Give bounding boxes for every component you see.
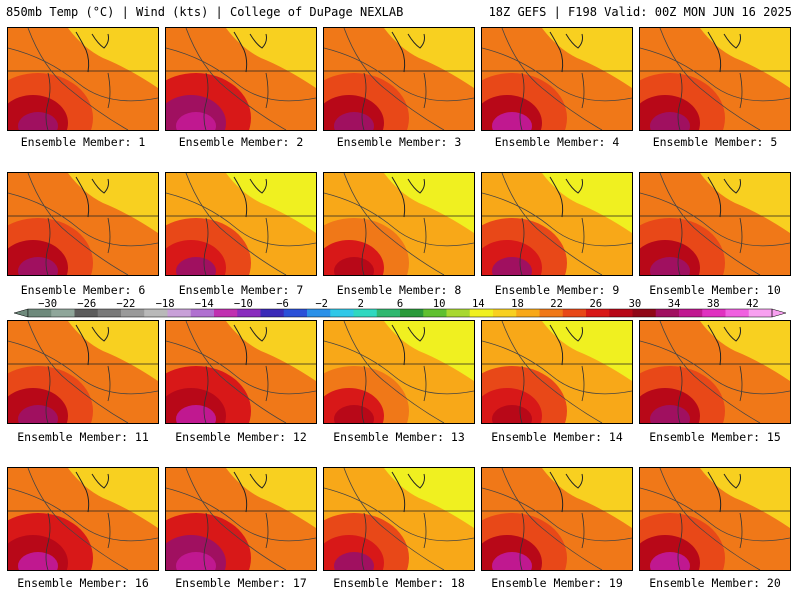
colorbar-swatch — [702, 309, 726, 317]
colorbar-tick-label: 38 — [706, 298, 720, 310]
colorbar-swatch — [353, 309, 378, 317]
colorbar-swatch — [446, 309, 471, 317]
colorbar-tick-label: −10 — [233, 298, 253, 310]
member-map — [323, 172, 475, 276]
member-label: Ensemble Member: 10 — [649, 283, 781, 297]
member-label: Ensemble Member: 1 — [20, 135, 146, 149]
colorbar-tick-label: −22 — [116, 298, 136, 310]
map-title: 850mb Temp (°C) | Wind (kts) | College o… — [6, 5, 404, 19]
member-map — [7, 467, 159, 571]
valid-time: 18Z GEFS | F198 Valid: 00Z MON JUN 16 20… — [488, 5, 792, 19]
member-map — [165, 27, 317, 131]
colorbar-swatch — [516, 309, 540, 317]
colorbar-tick-label: −18 — [155, 298, 175, 310]
member-label: Ensemble Member: 18 — [333, 576, 465, 590]
colorbar-tick-label: 6 — [396, 298, 404, 310]
member-label: Ensemble Member: 15 — [649, 430, 781, 444]
colorbar-swatch — [609, 309, 633, 317]
colorbar-swatch — [214, 309, 238, 317]
colorbar-tick-label: 14 — [471, 298, 485, 310]
colorbar-swatch — [330, 309, 354, 317]
member-label: Ensemble Member: 4 — [494, 135, 620, 149]
member-label: Ensemble Member: 7 — [178, 283, 304, 297]
member-label: Ensemble Member: 17 — [175, 576, 307, 590]
colorbar-swatch — [539, 309, 564, 317]
member-map — [639, 27, 791, 131]
colorbar-swatch — [307, 309, 331, 317]
member-label: Ensemble Member: 13 — [333, 430, 465, 444]
colorbar-swatch — [121, 309, 145, 317]
colorbar-swatch — [400, 309, 424, 317]
colorbar-swatch — [562, 309, 587, 317]
colorbar-swatch — [632, 309, 657, 317]
member-map — [639, 467, 791, 571]
member-label: Ensemble Member: 14 — [491, 430, 623, 444]
member-map — [165, 172, 317, 276]
member-label: Ensemble Member: 20 — [649, 576, 781, 590]
member-label: Ensemble Member: 2 — [178, 135, 304, 149]
colorbar-swatch — [283, 309, 308, 317]
colorbar-tick-label: 30 — [628, 298, 642, 310]
colorbar-tick-label: −14 — [194, 298, 214, 310]
member-map — [165, 320, 317, 424]
member-map — [481, 27, 633, 131]
colorbar-swatch — [28, 309, 52, 317]
member-map — [7, 27, 159, 131]
colorbar-swatch — [237, 309, 261, 317]
colorbar-swatch — [376, 309, 401, 317]
member-map — [481, 320, 633, 424]
colorbar-swatch — [655, 309, 680, 317]
member-label: Ensemble Member: 5 — [652, 135, 778, 149]
member-map — [481, 172, 633, 276]
temperature-colorbar — [13, 308, 787, 318]
member-map — [481, 467, 633, 571]
colorbar-swatch — [190, 309, 215, 317]
member-map — [7, 172, 159, 276]
member-map — [639, 172, 791, 276]
colorbar-tick-label: −30 — [38, 298, 58, 310]
colorbar-swatch — [679, 309, 703, 317]
member-label: Ensemble Member: 9 — [494, 283, 620, 297]
member-label: Ensemble Member: 12 — [175, 430, 307, 444]
colorbar-swatch — [167, 309, 192, 317]
colorbar-swatch — [725, 309, 750, 317]
member-map — [7, 320, 159, 424]
member-label: Ensemble Member: 3 — [336, 135, 462, 149]
member-label: Ensemble Member: 8 — [336, 283, 462, 297]
colorbar-swatch — [51, 309, 75, 317]
member-label: Ensemble Member: 16 — [17, 576, 149, 590]
member-label: Ensemble Member: 6 — [20, 283, 146, 297]
colorbar-swatch — [493, 309, 517, 317]
colorbar-tick-label: 18 — [511, 298, 524, 310]
member-map — [165, 467, 317, 571]
colorbar-swatch — [144, 309, 168, 317]
colorbar-tick-label: 2 — [357, 298, 364, 310]
member-map — [323, 320, 475, 424]
member-label: Ensemble Member: 19 — [491, 576, 623, 590]
colorbar-swatch — [97, 309, 122, 317]
colorbar-tick-label: 22 — [550, 298, 563, 310]
colorbar-swatch — [469, 309, 494, 317]
colorbar-swatch — [423, 309, 447, 317]
colorbar-swatch — [748, 309, 773, 317]
colorbar-swatch — [74, 309, 99, 317]
colorbar-tick-label: −6 — [276, 298, 289, 310]
colorbar-tick-label: −26 — [77, 298, 97, 310]
colorbar-tick-label: 34 — [667, 298, 681, 310]
colorbar-tick-label: 42 — [746, 298, 759, 310]
colorbar-tick-label: −2 — [315, 298, 328, 310]
member-map — [323, 27, 475, 131]
colorbar-tick-label: 26 — [589, 298, 603, 310]
colorbar-swatch — [260, 309, 285, 317]
colorbar-tick-label: 10 — [432, 298, 446, 310]
member-map — [323, 467, 475, 571]
member-map — [639, 320, 791, 424]
colorbar-swatch — [586, 309, 610, 317]
member-label: Ensemble Member: 11 — [17, 430, 149, 444]
